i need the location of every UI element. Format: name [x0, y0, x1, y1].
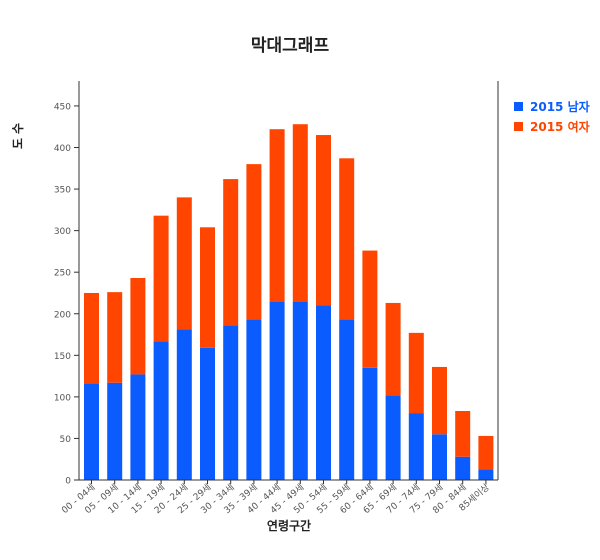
bar-male: [269, 301, 285, 480]
y-tick-label: 0: [65, 477, 71, 487]
y-tick-label: 350: [54, 186, 71, 196]
legend-swatch-female: [514, 121, 523, 131]
bar-female: [223, 179, 239, 326]
bar-male: [246, 319, 262, 480]
y-tick-label: 300: [54, 227, 71, 237]
bar-female: [316, 135, 331, 306]
bar-male: [130, 374, 146, 480]
bar-female: [478, 435, 494, 470]
bar-female: [339, 158, 355, 320]
bar-female: [292, 124, 308, 302]
bar-male: [432, 434, 447, 480]
chart-title: 막대그래프: [250, 36, 330, 56]
bar-female: [246, 164, 262, 320]
bar-male: [200, 347, 215, 480]
bar-male: [292, 301, 308, 480]
bar-female: [176, 197, 192, 330]
legend-item-female: 2015 여자: [514, 116, 590, 136]
legend-item-male: 2015 남자: [514, 96, 590, 116]
bar-female: [84, 292, 99, 384]
bar-female: [269, 129, 285, 302]
y-tick-label: 150: [54, 352, 71, 362]
bar-male: [455, 456, 471, 480]
bar-male: [385, 395, 401, 480]
bar-female: [362, 250, 378, 368]
x-axis-label: 연령구간: [267, 518, 311, 533]
y-tick-label: 400: [54, 144, 71, 154]
legend-label-female: 2015 여자: [530, 119, 590, 134]
y-tick-label: 50: [60, 435, 72, 445]
y-axis-label: 도수: [11, 119, 25, 149]
y-axis-ticks: 0 50 100 150 200 250 300 350 400 450: [54, 102, 79, 487]
legend-label-male: 2015 남자: [530, 99, 590, 114]
bar-male: [107, 382, 123, 480]
bar-male: [223, 325, 239, 480]
bar-male: [362, 367, 378, 480]
y-tick-label: 100: [54, 393, 71, 403]
bars-layer: [84, 124, 494, 480]
bar-male: [176, 329, 192, 480]
bar-female: [408, 332, 424, 414]
bar-male: [316, 305, 331, 480]
bar-female: [153, 215, 169, 342]
y-tick-label: 200: [54, 310, 71, 320]
bar-female: [455, 411, 471, 457]
bar-female: [130, 278, 146, 375]
bar-male: [478, 469, 494, 480]
bar-male: [339, 319, 355, 480]
bar-female: [200, 227, 215, 348]
bar-male: [153, 341, 169, 480]
bar-female: [432, 366, 447, 435]
y-tick-label: 250: [54, 269, 71, 279]
legend-swatch-male: [514, 101, 523, 111]
bar-female: [385, 302, 401, 396]
y-tick-label: 450: [54, 102, 71, 112]
bar-female: [107, 292, 123, 383]
bar-male: [408, 413, 424, 480]
bar-male: [84, 383, 99, 480]
legend: 2015 남자 2015 여자: [514, 96, 590, 136]
